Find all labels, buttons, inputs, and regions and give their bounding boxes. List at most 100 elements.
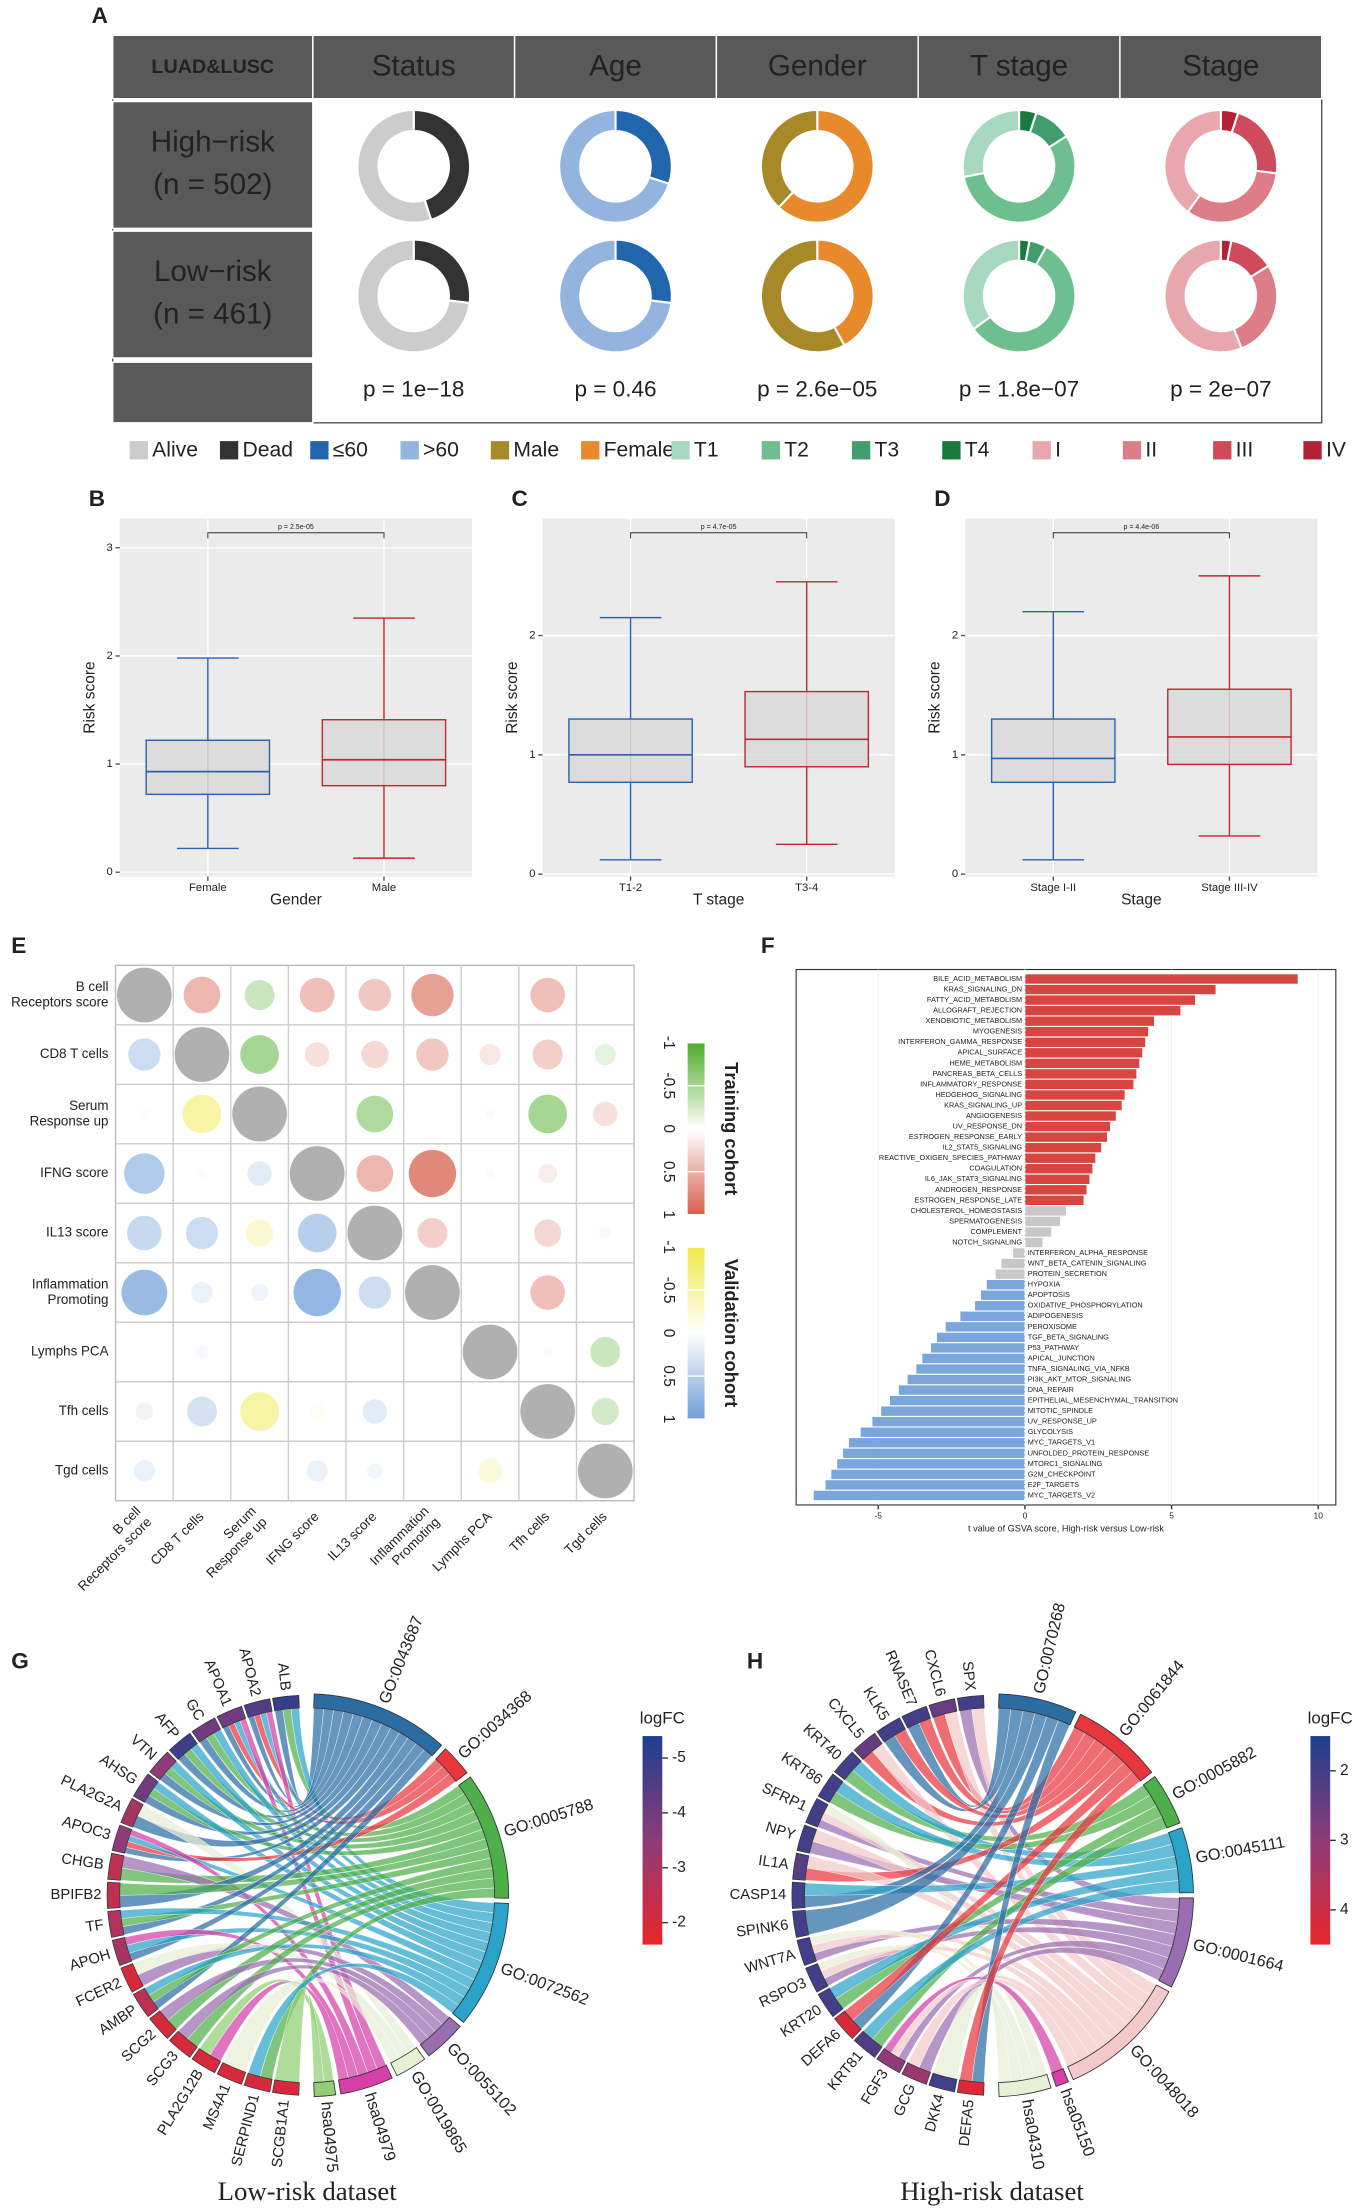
p-value: p = 4.7e-05 bbox=[701, 524, 737, 531]
correlation-circle bbox=[408, 1149, 457, 1198]
y-tick-label: 0 bbox=[952, 868, 958, 880]
correlation-circle bbox=[542, 1347, 553, 1357]
bar bbox=[1001, 1258, 1025, 1269]
colorbar-title: Training cohort bbox=[721, 1062, 742, 1195]
bar bbox=[960, 1311, 1025, 1322]
p-value: p = 2.5e-05 bbox=[278, 524, 314, 531]
gene-sector bbox=[791, 1881, 806, 1909]
gene-label: SPINK6 bbox=[735, 1917, 789, 1940]
bar-label: COAGULATION bbox=[969, 1164, 1022, 1173]
correlation-circle bbox=[299, 977, 335, 1013]
bar-label: PANCREAS_BETA_CELLS bbox=[933, 1069, 1023, 1078]
correlation-circle bbox=[185, 1216, 219, 1250]
box bbox=[744, 690, 870, 768]
gene-sector bbox=[243, 1698, 273, 1718]
correlation-circle bbox=[599, 1226, 612, 1240]
row-label: Serum bbox=[69, 1098, 108, 1113]
row-label-cell bbox=[112, 100, 314, 230]
bar bbox=[889, 1395, 1025, 1406]
bar bbox=[1024, 1164, 1093, 1174]
legend-label: I bbox=[1055, 439, 1061, 462]
bar bbox=[1024, 974, 1298, 984]
bar bbox=[1024, 1058, 1140, 1069]
bar bbox=[898, 1385, 1025, 1395]
header-cell bbox=[112, 34, 314, 100]
correlation-circle bbox=[591, 1397, 619, 1426]
bar-label: MYC_TARGETS_V1 bbox=[1028, 1438, 1095, 1447]
legend-swatch bbox=[1032, 441, 1051, 460]
bar bbox=[813, 1490, 1025, 1501]
gene-sector bbox=[272, 1695, 300, 1712]
bar-label: P53_PATHWAY bbox=[1028, 1343, 1079, 1352]
colorbar-tick-label: -2 bbox=[672, 1914, 686, 1931]
bar bbox=[1024, 1227, 1052, 1237]
bar-label: CHOLESTEROL_HOMEOSTASIS bbox=[910, 1206, 1022, 1215]
bar-label: NOTCH_SIGNALING bbox=[952, 1237, 1022, 1246]
legend-swatch bbox=[581, 441, 600, 460]
correlation-circle bbox=[477, 1458, 503, 1484]
bar bbox=[945, 1322, 1025, 1332]
gene-sector bbox=[817, 1987, 844, 2018]
legend-swatch bbox=[219, 441, 239, 460]
bar-label: MTORC1_SIGNALING bbox=[1028, 1459, 1103, 1468]
bar-label: ESTROGEN_RESPONSE_EARLY bbox=[909, 1132, 1022, 1141]
bar-label: G2M_CHECKPOINT bbox=[1028, 1469, 1096, 1478]
y-axis-title: Risk score bbox=[504, 661, 521, 733]
colorbar-tick-label: -3 bbox=[672, 1859, 686, 1876]
bar bbox=[1024, 1237, 1043, 1248]
p-value: p = 2e−07 bbox=[1170, 376, 1272, 401]
colorbar-tick-label: -1 bbox=[660, 1240, 677, 1254]
column-header: Status bbox=[372, 50, 456, 83]
term-sector bbox=[1142, 1775, 1181, 1829]
box bbox=[1167, 688, 1292, 766]
gene-sector bbox=[876, 2048, 906, 2074]
colorbar-tick-label: -4 bbox=[672, 1804, 686, 1821]
bar bbox=[931, 1343, 1025, 1353]
gene-label: TF bbox=[85, 1917, 105, 1935]
bar-label: E2F_TARGETS bbox=[1028, 1480, 1080, 1489]
panel-letter: C bbox=[512, 486, 528, 511]
box bbox=[990, 718, 1116, 783]
y-tick-label: 1 bbox=[106, 758, 112, 770]
donut-segment bbox=[777, 108, 875, 224]
gene-sector bbox=[876, 1717, 906, 1743]
legend-label: II bbox=[1145, 439, 1157, 462]
x-tick-label: 10 bbox=[1314, 1510, 1324, 1520]
bar-label: BILE_ACID_METABOLISM bbox=[933, 974, 1022, 983]
term-sector bbox=[1158, 1897, 1194, 1988]
bar bbox=[1024, 1048, 1143, 1058]
term-sector bbox=[1051, 2068, 1070, 2087]
bar bbox=[1024, 1174, 1090, 1184]
term-sector bbox=[1073, 1713, 1153, 1782]
panel-letter: A bbox=[92, 3, 108, 28]
gene-label: CHGB bbox=[60, 1851, 105, 1873]
bar bbox=[1024, 1121, 1110, 1132]
bar-label: OXIDATIVE_PHOSPHORYLATION bbox=[1028, 1301, 1143, 1310]
correlation-circle bbox=[191, 1281, 213, 1304]
term-sector bbox=[313, 2080, 337, 2098]
gene-sector bbox=[805, 1963, 829, 1993]
correlation-circle bbox=[405, 1265, 460, 1320]
gene-sector bbox=[168, 2030, 198, 2058]
p-bracket bbox=[207, 532, 385, 539]
gene-sector bbox=[111, 1824, 133, 1854]
p-bracket bbox=[1052, 532, 1230, 539]
bar-label: KRAS_SIGNALING_UP bbox=[944, 1100, 1022, 1109]
bar bbox=[872, 1416, 1025, 1427]
correlation-circle bbox=[232, 1086, 287, 1142]
x-tick-label: Male bbox=[372, 882, 396, 894]
bar bbox=[1024, 1037, 1146, 1047]
bar-label: ESTROGEN_RESPONSE_LATE bbox=[915, 1195, 1023, 1204]
colorbar-tick-label: 4 bbox=[1340, 1901, 1349, 1918]
box bbox=[321, 719, 447, 787]
legend-swatch bbox=[310, 441, 329, 460]
legend-swatch bbox=[761, 441, 780, 460]
bar-label: HEME_METABOLISM bbox=[949, 1058, 1022, 1067]
y-axis-title: Risk score bbox=[927, 661, 944, 733]
bar bbox=[1024, 1185, 1087, 1195]
correlation-circle bbox=[416, 1038, 449, 1071]
bar-label: PI3K_AKT_MTOR_SIGNALING bbox=[1028, 1374, 1132, 1383]
bar-label: UNFOLDED_PROTEIN_RESPONSE bbox=[1028, 1448, 1150, 1457]
bar bbox=[1024, 1142, 1102, 1153]
correlation-circle bbox=[297, 1213, 337, 1253]
